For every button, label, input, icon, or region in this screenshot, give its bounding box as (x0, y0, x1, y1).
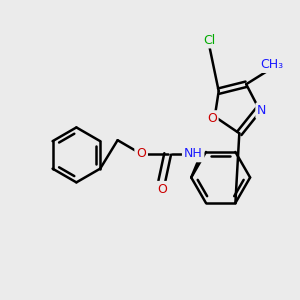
Text: Cl: Cl (203, 34, 215, 46)
Text: N: N (257, 104, 267, 117)
Text: O: O (207, 112, 217, 125)
Text: NH: NH (184, 147, 203, 161)
Text: O: O (157, 183, 167, 196)
Text: O: O (136, 147, 146, 161)
Text: CH₃: CH₃ (260, 58, 283, 71)
